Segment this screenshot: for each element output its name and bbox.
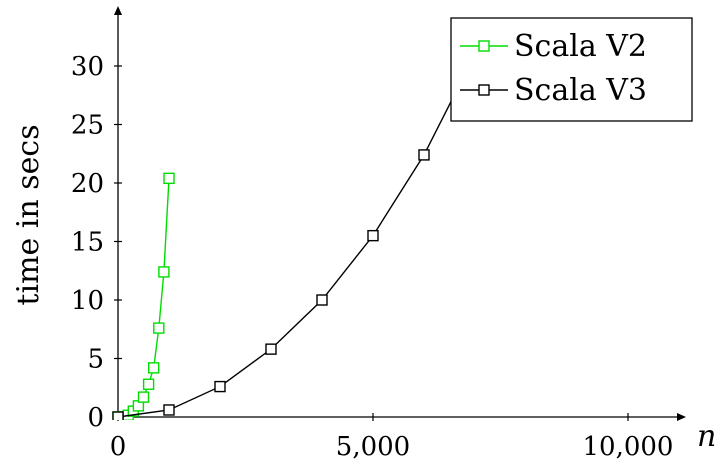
y-axis-title: time in secs [11, 124, 46, 305]
y-tick-label: 30 [71, 52, 104, 82]
data-point-scala-v3 [214, 380, 226, 393]
axes [114, 6, 686, 421]
y-tick-label: 0 [87, 403, 104, 433]
y-ticks: 0 5 10 15 20 25 30 [71, 52, 122, 433]
y-tick-label: 15 [71, 228, 104, 258]
data-point-scala-v3 [112, 411, 124, 420]
x-tick-label: 10,000 [583, 432, 674, 462]
x-tick-label: 5,000 [336, 432, 410, 462]
legend-label: Scala V2 [514, 29, 647, 64]
data-point-scala-v2 [137, 391, 150, 403]
y-tick-label: 25 [71, 111, 104, 141]
data-point-scala-v3 [316, 294, 328, 306]
legend-marker [478, 40, 490, 52]
x-ticks: 0 5,000 10,000 [110, 413, 674, 462]
legend-label: Scala V3 [514, 73, 647, 108]
data-point-scala-v3 [265, 343, 277, 355]
x-tick-label: 0 [110, 432, 127, 462]
data-point-scala-v3 [367, 229, 379, 242]
data-point-scala-v2 [142, 378, 155, 390]
y-tick-label: 10 [71, 286, 104, 316]
plot-area [112, 48, 481, 420]
legend-box [450, 17, 693, 122]
data-point-scala-v3 [418, 149, 430, 161]
x-axis-arrow [677, 413, 686, 421]
y-axis-arrow [114, 6, 122, 15]
legend: Scala V2 Scala V3 [450, 17, 693, 122]
data-point-scala-v2 [158, 266, 170, 278]
data-point-scala-v2 [147, 362, 160, 374]
legend-marker [478, 84, 490, 96]
data-point-scala-v2 [153, 322, 165, 334]
data-point-scala-v3 [163, 404, 175, 416]
x-axis-title: n [697, 419, 716, 454]
data-point-scala-v2 [163, 172, 175, 185]
y-tick-label: 5 [87, 345, 104, 375]
series-line-scala-v3 [117, 53, 476, 418]
y-tick-label: 20 [71, 169, 104, 199]
